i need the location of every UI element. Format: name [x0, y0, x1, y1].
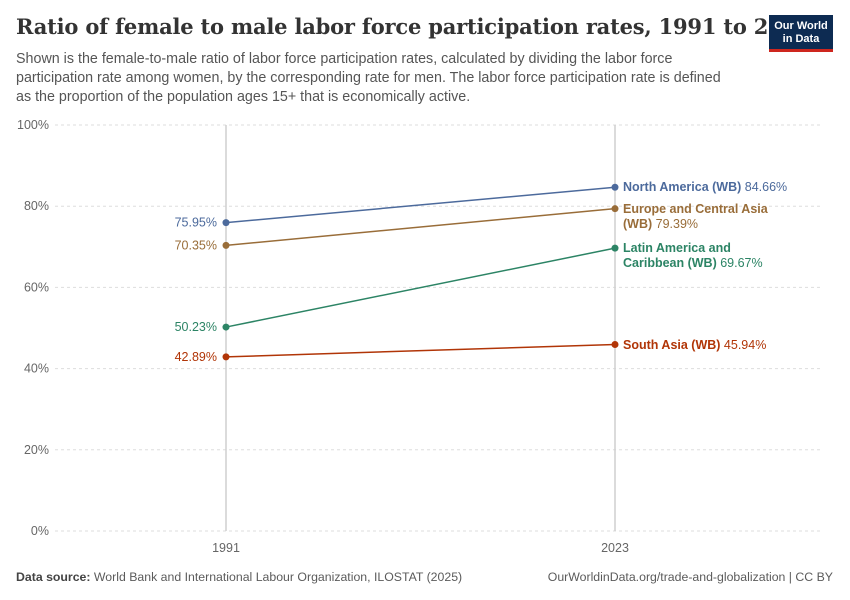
data-point: [222, 241, 230, 249]
data-point: [222, 219, 230, 227]
x-tick-label: 1991: [212, 541, 240, 555]
series-lines: [222, 183, 619, 361]
series-line: [225, 247, 616, 328]
end-value-label: 69.67%: [717, 256, 763, 270]
data-point: [222, 353, 230, 361]
data-point: [611, 205, 619, 213]
chart-subtitle: Shown is the female-to-male ratio of lab…: [16, 51, 721, 105]
start-value-label: 70.35%: [175, 238, 217, 252]
start-value-label: 42.89%: [175, 350, 217, 364]
y-tick-label: 40%: [24, 362, 49, 376]
series-line: [225, 186, 616, 224]
end-value-label: 79.39%: [652, 217, 698, 231]
start-value-label: 50.23%: [175, 320, 217, 334]
data-point: [611, 340, 619, 348]
y-tick-label: 20%: [24, 443, 49, 457]
owid-logo[interactable]: Our World in Data: [769, 15, 833, 52]
y-tick-label: 60%: [24, 280, 49, 294]
start-value-label: 75.95%: [175, 216, 217, 230]
series-line: [225, 343, 616, 358]
series-line: [225, 207, 616, 247]
grid-lines: 0% 20% 40% 60% 80% 100%: [17, 118, 823, 538]
data-point: [611, 244, 619, 252]
data-point: [611, 183, 619, 191]
x-axis: 1991 2023: [212, 125, 629, 555]
series-name-label: Europe and Central Asia (WB) 79.39%: [623, 202, 769, 231]
logo-line-2: in Data: [782, 32, 820, 45]
footer-source: Data source: World Bank and Internationa…: [16, 570, 462, 584]
series-name-label: Latin America and Caribbean (WB) 69.67%: [623, 241, 763, 270]
chart-title: Ratio of female to male labor force part…: [16, 14, 812, 39]
x-tick-label: 2023: [601, 541, 629, 555]
logo-line-1: Our World: [774, 20, 828, 32]
y-tick-label: 80%: [24, 199, 49, 213]
end-value-label: 84.66%: [741, 180, 787, 194]
end-value-label: 45.94%: [720, 338, 766, 352]
data-labels: 75.95% North America (WB) 84.66% 70.35% Eur…: [175, 180, 788, 364]
footer-url[interactable]: OurWorldinData.org/trade-and-globalizati…: [547, 570, 833, 584]
y-tick-label: 100%: [17, 118, 49, 132]
series-name-label: North America (WB) 84.66%: [623, 180, 787, 194]
source-label: Data source:: [16, 570, 91, 584]
source-text: World Bank and International Labour Orga…: [93, 570, 463, 584]
y-tick-label: 0%: [31, 524, 49, 538]
data-point: [222, 323, 230, 331]
series-name-label: South Asia (WB) 45.94%: [623, 338, 766, 352]
